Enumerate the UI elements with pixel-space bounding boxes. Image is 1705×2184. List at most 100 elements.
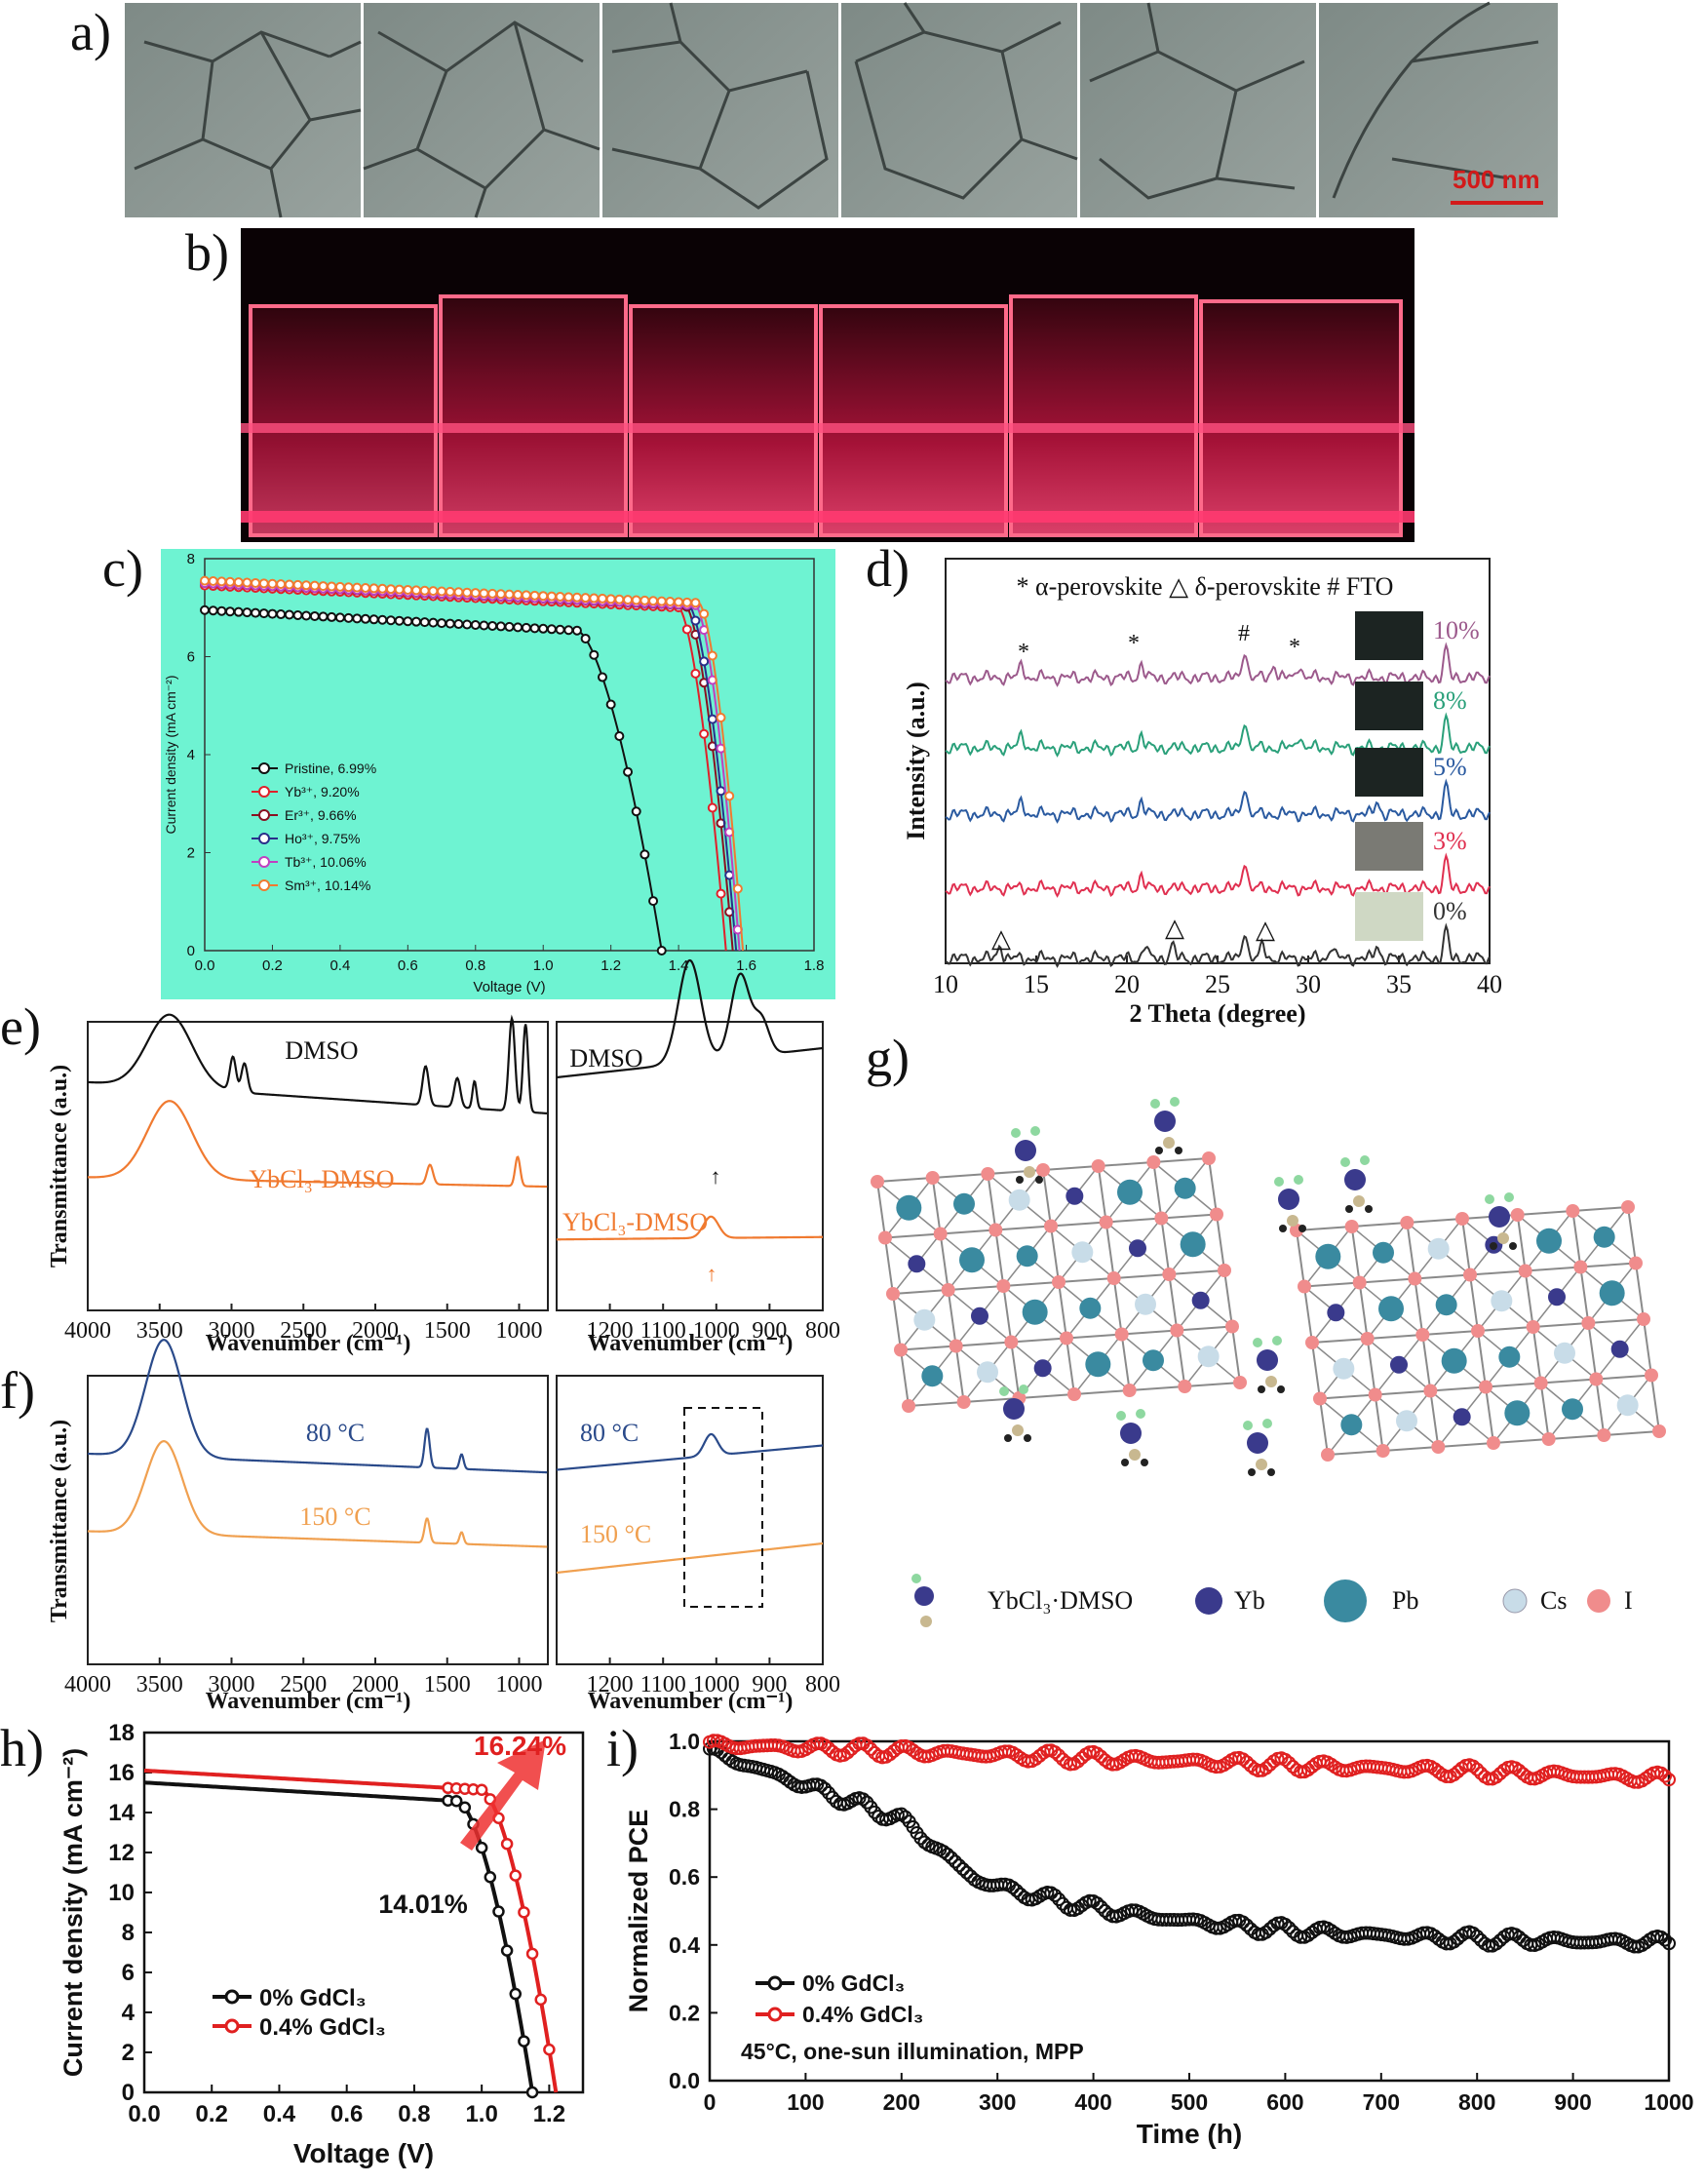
chart-h-ytick-label: 12 <box>108 1840 135 1866</box>
vial-1 <box>249 304 438 537</box>
chart-f-xtick-label: 1500 <box>424 1672 471 1697</box>
chart-f-highlight-box <box>683 1407 763 1608</box>
chart-h-ytick-label: 0 <box>122 2080 135 2106</box>
chart-c-legend-text: Ho³⁺, 9.75% <box>285 831 360 846</box>
lattice-bond <box>1539 1383 1550 1440</box>
legend-molecule-cl <box>911 1574 921 1583</box>
chart-e2-xtick-label: 800 <box>805 1318 840 1344</box>
molecule-c <box>1016 1176 1024 1184</box>
lattice-bond <box>1414 1273 1471 1280</box>
iodide-atom <box>1479 1380 1492 1394</box>
chart-f2-series-label: 80 °C <box>580 1419 639 1447</box>
chart-e-xtick-label: 3500 <box>136 1318 183 1344</box>
chart-i-point <box>860 1738 874 1753</box>
chart-i-point <box>1259 1761 1273 1775</box>
lattice-bond <box>1184 1382 1241 1387</box>
chart-i-point <box>1005 1880 1020 1894</box>
lattice-cation <box>1453 1408 1471 1426</box>
chart-d-xtick-label: 35 <box>1386 970 1412 998</box>
iodide-atom <box>981 1167 995 1181</box>
chart-h-point <box>475 1841 488 1854</box>
lattice-bond <box>939 1233 949 1291</box>
chart-c-legend-text: Pristine, 6.99% <box>285 760 376 776</box>
chart-f2-xtick-label: 1000 <box>693 1672 740 1697</box>
chart-c-xtick-label: 1.6 <box>736 957 756 974</box>
chart-i-point <box>894 1739 909 1754</box>
lattice-bond <box>900 1349 910 1407</box>
lattice-cation <box>1616 1394 1639 1417</box>
chart-i-xtick-label: 700 <box>1363 2089 1400 2115</box>
lattice-bond <box>1572 1206 1629 1212</box>
chart-i-point <box>951 1858 966 1873</box>
molecule-c <box>1267 1468 1275 1476</box>
chart-h-xtick-label: 0.8 <box>398 2101 430 2127</box>
lattice-cation <box>1079 1297 1102 1319</box>
chart-i-point <box>1466 1759 1481 1774</box>
molecule-yb <box>1344 1169 1366 1190</box>
lattice-bond <box>1050 1221 1106 1228</box>
iodide-atom <box>1415 1328 1430 1342</box>
chart-d-series-label: 3% <box>1433 827 1467 855</box>
iodide-atom <box>1154 1211 1169 1226</box>
lattice-bond <box>908 1401 964 1407</box>
lattice-bond <box>1216 1214 1225 1271</box>
molecule-cl <box>1360 1155 1370 1165</box>
chart-c-ytick-label: 8 <box>187 551 195 567</box>
iodide-atom <box>1202 1151 1216 1165</box>
iodide-atom <box>1099 1215 1113 1229</box>
molecule-yb <box>1489 1206 1510 1228</box>
molecule-cl <box>1116 1411 1126 1421</box>
chart-d-series-line <box>945 642 1491 687</box>
lattice-bond <box>1129 1385 1185 1391</box>
chart-c-point <box>699 728 710 739</box>
chart-i-frame <box>708 1739 1671 2083</box>
molecule-cl <box>1170 1097 1180 1107</box>
lattice-cation <box>1378 1296 1404 1322</box>
lattice-bond <box>948 1285 1004 1291</box>
lattice-bond <box>947 1289 957 1346</box>
molecule-c <box>1345 1205 1353 1213</box>
chart-h-xtick-label: 1.2 <box>533 2101 565 2127</box>
chart-c-xlabel: Voltage (V) <box>473 979 545 995</box>
iodide-atom <box>933 1227 948 1241</box>
iodide-atom <box>1400 1216 1414 1229</box>
chart-i-point <box>1259 1925 1273 1939</box>
lattice-bond <box>1351 1222 1408 1228</box>
chart-f2-xtick-label: 1100 <box>640 1672 686 1697</box>
chart-c-xtick-label: 1.8 <box>804 957 825 974</box>
chart-e-xtick-label: 2000 <box>352 1318 399 1344</box>
lattice-cation <box>1333 1357 1355 1380</box>
chart-i-xlabel: Time (h) <box>1137 2119 1242 2149</box>
chart-i-point <box>1662 1936 1676 1951</box>
lattice-bond <box>1152 1161 1163 1219</box>
lattice-bond <box>1548 1434 1605 1440</box>
iodide-atom <box>1114 1327 1129 1342</box>
chart-h-xtick-label: 1.0 <box>465 2101 497 2127</box>
chart-i-point <box>818 1781 833 1796</box>
chart-i-point <box>1627 1939 1642 1954</box>
lattice-cation <box>1327 1304 1345 1322</box>
lattice-cation <box>1340 1414 1363 1436</box>
lattice-bond <box>1524 1270 1534 1328</box>
chart-e-xtick-label: 4000 <box>64 1318 111 1344</box>
lattice-cation <box>1593 1226 1615 1248</box>
chart-i-ytick-label: 0.2 <box>669 2000 700 2025</box>
chart-e-xtick-label: 2500 <box>280 1318 327 1344</box>
lattice-bond <box>1161 1213 1218 1220</box>
chart-i-legend-marker <box>767 2007 783 2022</box>
chart-e2-xtick-label: 1100 <box>640 1318 686 1344</box>
chart-f-xtick-label: 3500 <box>136 1672 183 1697</box>
lattice-bond <box>931 1177 942 1234</box>
chart-d-series-label: 10% <box>1433 616 1480 644</box>
chart-c-point <box>656 946 667 956</box>
lattice-bond <box>994 1229 1005 1287</box>
legend-i-icon <box>1587 1589 1610 1613</box>
iodide-atom <box>1533 1376 1548 1390</box>
lattice-bond <box>1098 1161 1154 1167</box>
iodide-atom <box>941 1283 955 1297</box>
chart-c-point <box>614 731 625 742</box>
ybcl3-dmso-molecule <box>1011 1126 1043 1184</box>
ybcl3-dmso-molecule <box>1253 1336 1285 1393</box>
chart-c-ytick-label: 4 <box>187 747 195 763</box>
molecule-cl <box>1011 1128 1021 1138</box>
